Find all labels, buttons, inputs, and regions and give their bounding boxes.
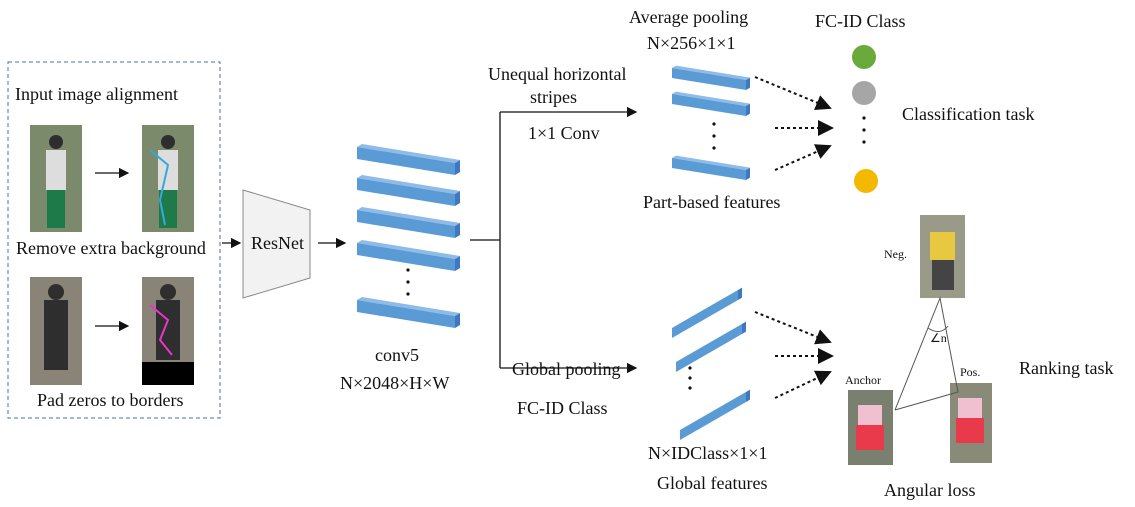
label: N×IDClass×1×1: [648, 443, 767, 463]
label: Ranking task: [1019, 358, 1114, 378]
label: Global features: [657, 473, 767, 493]
label: Part-based features: [643, 192, 780, 212]
label: Anchor: [845, 373, 881, 387]
feature-bar: [672, 290, 738, 338]
label: stripes: [530, 87, 577, 107]
label: Input image alignment: [15, 84, 178, 104]
photo-padding: [142, 362, 194, 385]
label: Classification task: [902, 104, 1034, 124]
feature-bar: [680, 390, 750, 430]
feature-bar: [672, 288, 742, 328]
class-node: [852, 81, 876, 105]
label: ResNet: [251, 233, 304, 253]
label: Pad zeros to borders: [37, 390, 183, 410]
feature-bar: [676, 324, 742, 372]
label: N×256×1×1: [647, 33, 735, 53]
label: FC-ID Class: [815, 11, 906, 31]
feature-bar: [742, 322, 746, 334]
label: Pos.: [960, 365, 980, 379]
feature-bar: [746, 390, 750, 402]
label: Average pooling: [629, 7, 748, 27]
label: N×2048×H×W: [340, 373, 449, 393]
label: Angular loss: [884, 480, 976, 500]
feature-bar: [738, 288, 742, 300]
label: ∠n: [930, 331, 947, 345]
label: 1×1 Conv: [528, 123, 600, 143]
label: FC-ID Class: [517, 398, 608, 418]
class-node: [854, 169, 878, 193]
class-node: [852, 45, 876, 69]
label: Global pooling: [512, 359, 621, 379]
label: conv5: [375, 345, 419, 365]
diagram: Input image alignment Remove extra backg…: [0, 0, 1135, 502]
label: Remove extra background: [16, 238, 206, 258]
label: Neg.: [884, 247, 907, 261]
feature-bar: [680, 392, 746, 440]
label: Unequal horizontal: [488, 64, 626, 84]
